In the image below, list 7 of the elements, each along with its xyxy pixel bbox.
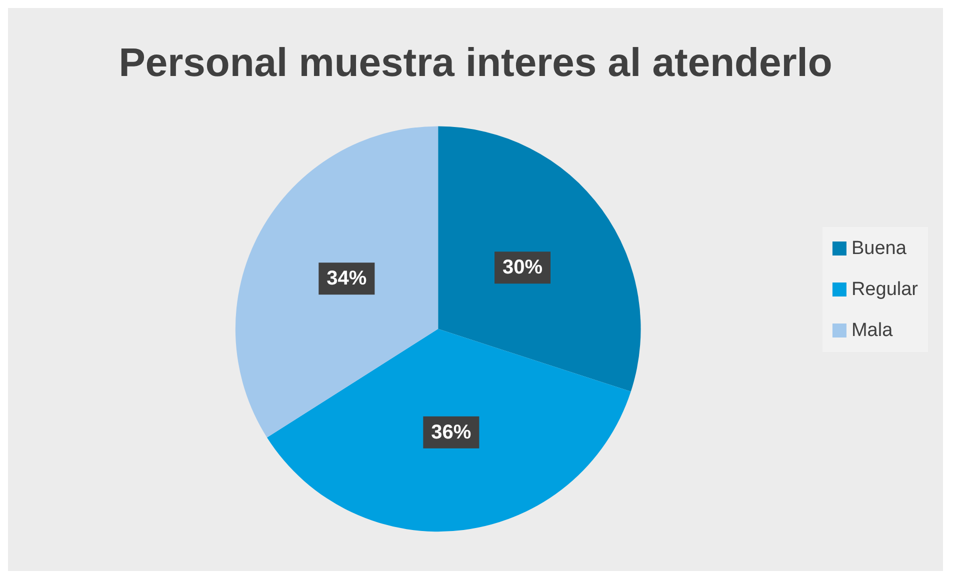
data-label: 30% xyxy=(502,256,543,279)
data-label: 34% xyxy=(326,268,367,290)
legend-label: Buena xyxy=(851,238,907,259)
legend-label: Mala xyxy=(851,320,894,341)
chart-title: Personal muestra interes al atenderlo xyxy=(118,41,832,85)
data-label: 36% xyxy=(431,421,472,444)
legend-label: Regular xyxy=(851,279,919,300)
